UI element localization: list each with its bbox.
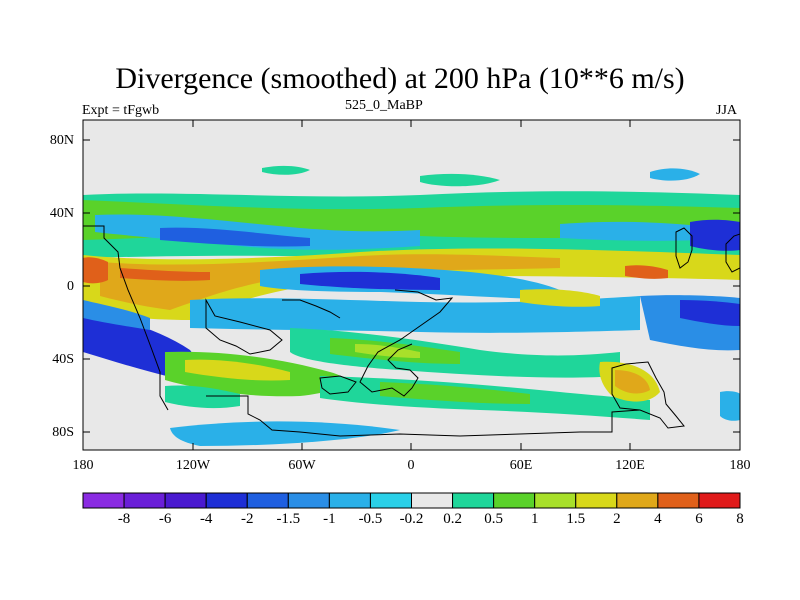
- contour-sm-right: [720, 391, 740, 421]
- colorbar-swatch: [123, 492, 166, 509]
- x-tick-marks: [192, 120, 631, 450]
- colorbar-swatch: [452, 492, 495, 509]
- contour-sh-yellow: [355, 344, 420, 358]
- contour-hl-1: [262, 165, 310, 175]
- contour-sh-blue2: [83, 300, 150, 330]
- colorbar-swatch: [82, 492, 125, 509]
- contour-sh-ltblue: [190, 296, 640, 333]
- colorbar-swatch: [328, 492, 371, 509]
- contour-nh-blue4: [690, 219, 740, 251]
- colorbar-label: 2: [613, 511, 621, 527]
- coastline-africa: [282, 289, 454, 397]
- colorbar-swatch: [698, 492, 741, 509]
- colorbar-swatch: [575, 492, 618, 509]
- contour-tropic-red: [120, 268, 210, 281]
- plot-title: Divergence (smoothed) at 200 hPa (10**6 …: [115, 62, 685, 95]
- y-tick-40n: 40N: [49, 206, 74, 221]
- season-label: JJA: [716, 103, 738, 118]
- colorbar-swatch: [493, 492, 536, 509]
- contour-tropic-red2: [625, 265, 668, 279]
- colorbar-label: 4: [654, 511, 662, 527]
- coastline-americas: [83, 225, 283, 411]
- period-label: 525_0_MaBP: [345, 98, 423, 113]
- colorbar-label: -1.5: [276, 511, 301, 527]
- y-tick-marks: [83, 139, 740, 433]
- contour-sm-belt2: [380, 382, 530, 404]
- colorbar-swatch: [657, 492, 700, 509]
- colorbar-label: 1.5: [566, 511, 586, 527]
- contour-hl-3: [420, 173, 500, 187]
- colorbar-label: 6: [695, 511, 703, 527]
- x-tick-180w: 180: [72, 458, 94, 473]
- y-tick-40s: 40S: [52, 352, 74, 367]
- colorbar-swatch: [287, 492, 330, 509]
- colorbar: [82, 492, 741, 509]
- coastline-antarctica: [206, 395, 641, 437]
- colorbar-swatch: [205, 492, 248, 509]
- colorbar-swatch: [164, 492, 207, 509]
- contour-tropic-west: [83, 257, 108, 284]
- experiment-label: Expt = tFgwb: [82, 103, 160, 118]
- y-tick-0: 0: [67, 279, 74, 294]
- contour-hl-2: [650, 168, 700, 181]
- colorbar-label: -4: [199, 511, 213, 527]
- x-tick-180e: 180: [729, 458, 751, 473]
- contour-sm-east2: [615, 370, 650, 394]
- y-tick-80n: 80N: [49, 133, 74, 148]
- x-tick-60w: 60W: [288, 458, 316, 473]
- colorbar-swatch: [411, 492, 454, 509]
- colorbar-label: -0.5: [358, 511, 383, 527]
- colorbar-label: 1: [530, 511, 539, 527]
- contour-east-yellow: [520, 289, 600, 307]
- x-tick-60e: 60E: [509, 458, 533, 473]
- colorbar-label: -8: [117, 511, 131, 527]
- contour-sm-yellow: [185, 359, 290, 381]
- colorbar-swatch: [369, 492, 412, 509]
- contour-sm-cyan: [165, 385, 240, 409]
- colorbar-label: 0.2: [443, 511, 462, 527]
- contour-tropic-orange: [100, 254, 560, 310]
- colorbar-swatch: [246, 492, 289, 509]
- divergence-field: [83, 120, 740, 450]
- colorbar-label: -6: [158, 511, 172, 527]
- y-tick-80s: 80S: [52, 425, 74, 440]
- contour-nh-blue1: [95, 214, 420, 250]
- contour-nh-blue2: [160, 227, 310, 247]
- colorbar-label: 0.5: [484, 511, 503, 527]
- contour-east-dkblue: [680, 300, 740, 326]
- x-tick-120e: 120E: [615, 458, 645, 473]
- colorbar-label: -1: [323, 511, 336, 527]
- contour-nh-blue3: [560, 221, 700, 241]
- colorbar-label: 8: [736, 511, 744, 527]
- colorbar-swatch: [534, 492, 577, 509]
- x-tick-120w: 120W: [175, 458, 211, 473]
- colorbar-label: -0.2: [399, 511, 424, 527]
- contour-sm-antarctic: [170, 421, 400, 446]
- colorbar-label: -2: [241, 511, 254, 527]
- coastline-misc: [319, 375, 357, 395]
- coastline-asia: [611, 227, 740, 429]
- x-tick-0: 0: [407, 458, 415, 473]
- colorbar-swatch: [616, 492, 659, 509]
- contour-eq-dkblue: [300, 271, 440, 290]
